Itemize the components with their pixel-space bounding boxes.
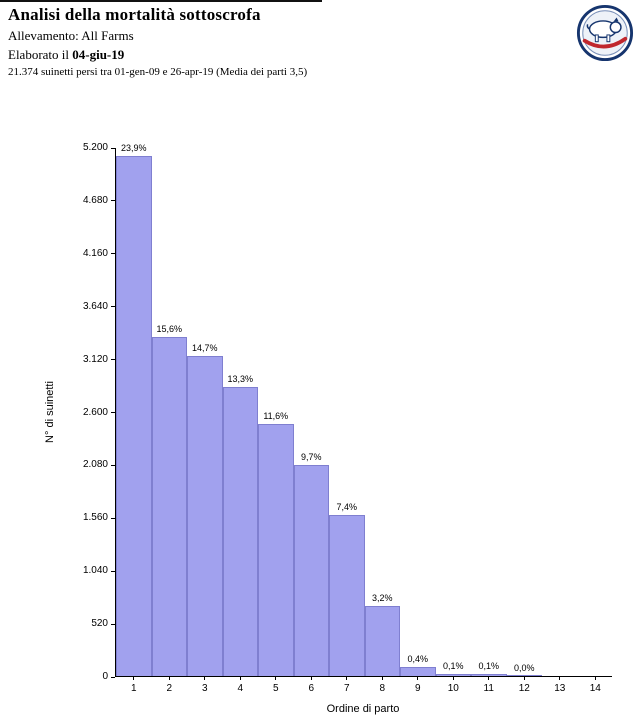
- x-tick-mark: [346, 676, 348, 680]
- y-tick-mark: [111, 676, 115, 678]
- x-tick-mark: [452, 676, 454, 680]
- top-divider: [0, 0, 322, 2]
- bar: [435, 673, 471, 676]
- bar-value-label: 7,4%: [336, 502, 357, 513]
- x-tick-label: 12: [518, 683, 530, 694]
- bar-value-label: 9,7%: [300, 452, 322, 463]
- bar: [293, 465, 329, 676]
- x-tick-mark: [310, 676, 312, 680]
- y-tick-label: 1.560: [82, 512, 108, 524]
- x-tick-label: 7: [343, 683, 350, 694]
- y-tick-mark: [111, 306, 115, 308]
- elaborated-line: Elaborato il 04-giu-19: [8, 47, 568, 63]
- y-tick-label: 0: [102, 671, 108, 682]
- y-tick-label: 2.600: [82, 406, 108, 418]
- x-tick-mark: [239, 676, 241, 680]
- x-tick-mark: [168, 676, 170, 680]
- bar: [506, 675, 542, 676]
- x-tick-label: 11: [483, 683, 494, 694]
- x-tick-label: 6: [308, 683, 315, 694]
- y-tick-label: 4.160: [82, 247, 108, 259]
- report-header: Analisi della mortalità sottoscrofa Alle…: [8, 5, 568, 78]
- x-tick-mark: [204, 676, 206, 680]
- bar: [329, 515, 365, 676]
- y-tick-label: 1.040: [82, 565, 108, 577]
- elaborated-prefix: Elaborato il: [8, 47, 73, 62]
- x-tick-label: 1: [130, 683, 137, 694]
- pig-logo-icon: [576, 4, 634, 62]
- y-tick-label: 520: [91, 618, 108, 630]
- x-tick-mark: [559, 676, 561, 680]
- farm-line: Allevamento: All Farms: [8, 28, 134, 43]
- company-logo: [576, 4, 634, 62]
- x-tick-mark: [594, 676, 596, 680]
- bar: [471, 673, 507, 676]
- y-tick-mark: [111, 200, 115, 202]
- x-tick-label: 13: [554, 683, 566, 694]
- x-tick-mark: [381, 676, 383, 680]
- bar-value-label: 14,7%: [191, 343, 218, 354]
- x-tick-label: 2: [166, 683, 173, 694]
- bar: [400, 667, 436, 676]
- x-tick-label: 10: [447, 683, 459, 694]
- bar-value-label: 13,3%: [227, 373, 254, 384]
- bar: [187, 356, 223, 676]
- bar-value-label: 23,9%: [120, 143, 147, 154]
- y-tick-mark: [111, 623, 115, 625]
- bar-value-label: 0,0%: [513, 662, 535, 673]
- y-tick-label: 3.120: [82, 353, 108, 365]
- x-tick-mark: [417, 676, 419, 680]
- bar-value-label: 15,6%: [156, 323, 183, 334]
- y-tick-mark: [111, 517, 115, 519]
- x-tick-mark: [133, 676, 135, 680]
- x-tick-label: 4: [237, 683, 244, 694]
- bar-value-label: 3,2%: [371, 593, 393, 604]
- bar: [364, 606, 400, 676]
- bar: [116, 156, 152, 676]
- y-tick-label: 4.680: [82, 194, 108, 206]
- y-tick-mark: [111, 570, 115, 572]
- bar: [222, 386, 258, 676]
- bar-value-label: 11,6%: [263, 410, 289, 421]
- y-tick-label: 5.200: [82, 142, 108, 153]
- x-tick-label: 14: [589, 683, 601, 694]
- bar-value-label: 0,4%: [407, 654, 428, 665]
- x-tick-mark: [275, 676, 277, 680]
- plot-area: 0 520 1.040 1.560 2.080 2.600 3.120 3.640 4.160 4…: [83, 142, 612, 694]
- x-axis-title: Ordine di parto: [326, 703, 400, 715]
- y-tick-mark: [111, 359, 115, 361]
- bar-value-label: 0,1%: [442, 660, 464, 671]
- y-tick-mark: [111, 253, 115, 255]
- y-tick-mark: [111, 464, 115, 466]
- summary-line: 21.374 suinetti persi tra 01-gen-09 e 26…: [8, 66, 308, 78]
- x-tick-label: 9: [414, 683, 421, 694]
- y-tick-label: 3.640: [82, 300, 108, 312]
- x-tick-mark: [488, 676, 490, 680]
- elaborated-date: 04-giu-19: [72, 47, 125, 62]
- x-tick-mark: [523, 676, 525, 680]
- y-tick-label: 2.080: [82, 459, 108, 471]
- bar-value-label: 0,1%: [478, 660, 499, 671]
- bar: [258, 423, 294, 676]
- x-tick-label: 5: [272, 683, 279, 694]
- bar: [151, 336, 187, 676]
- x-tick-label: 8: [379, 683, 386, 694]
- y-tick-mark: [111, 412, 115, 413]
- y-tick-mark: [111, 147, 115, 149]
- page-title: Analisi della mortalità sottoscrofa: [8, 5, 261, 24]
- x-tick-label: 3: [201, 683, 208, 694]
